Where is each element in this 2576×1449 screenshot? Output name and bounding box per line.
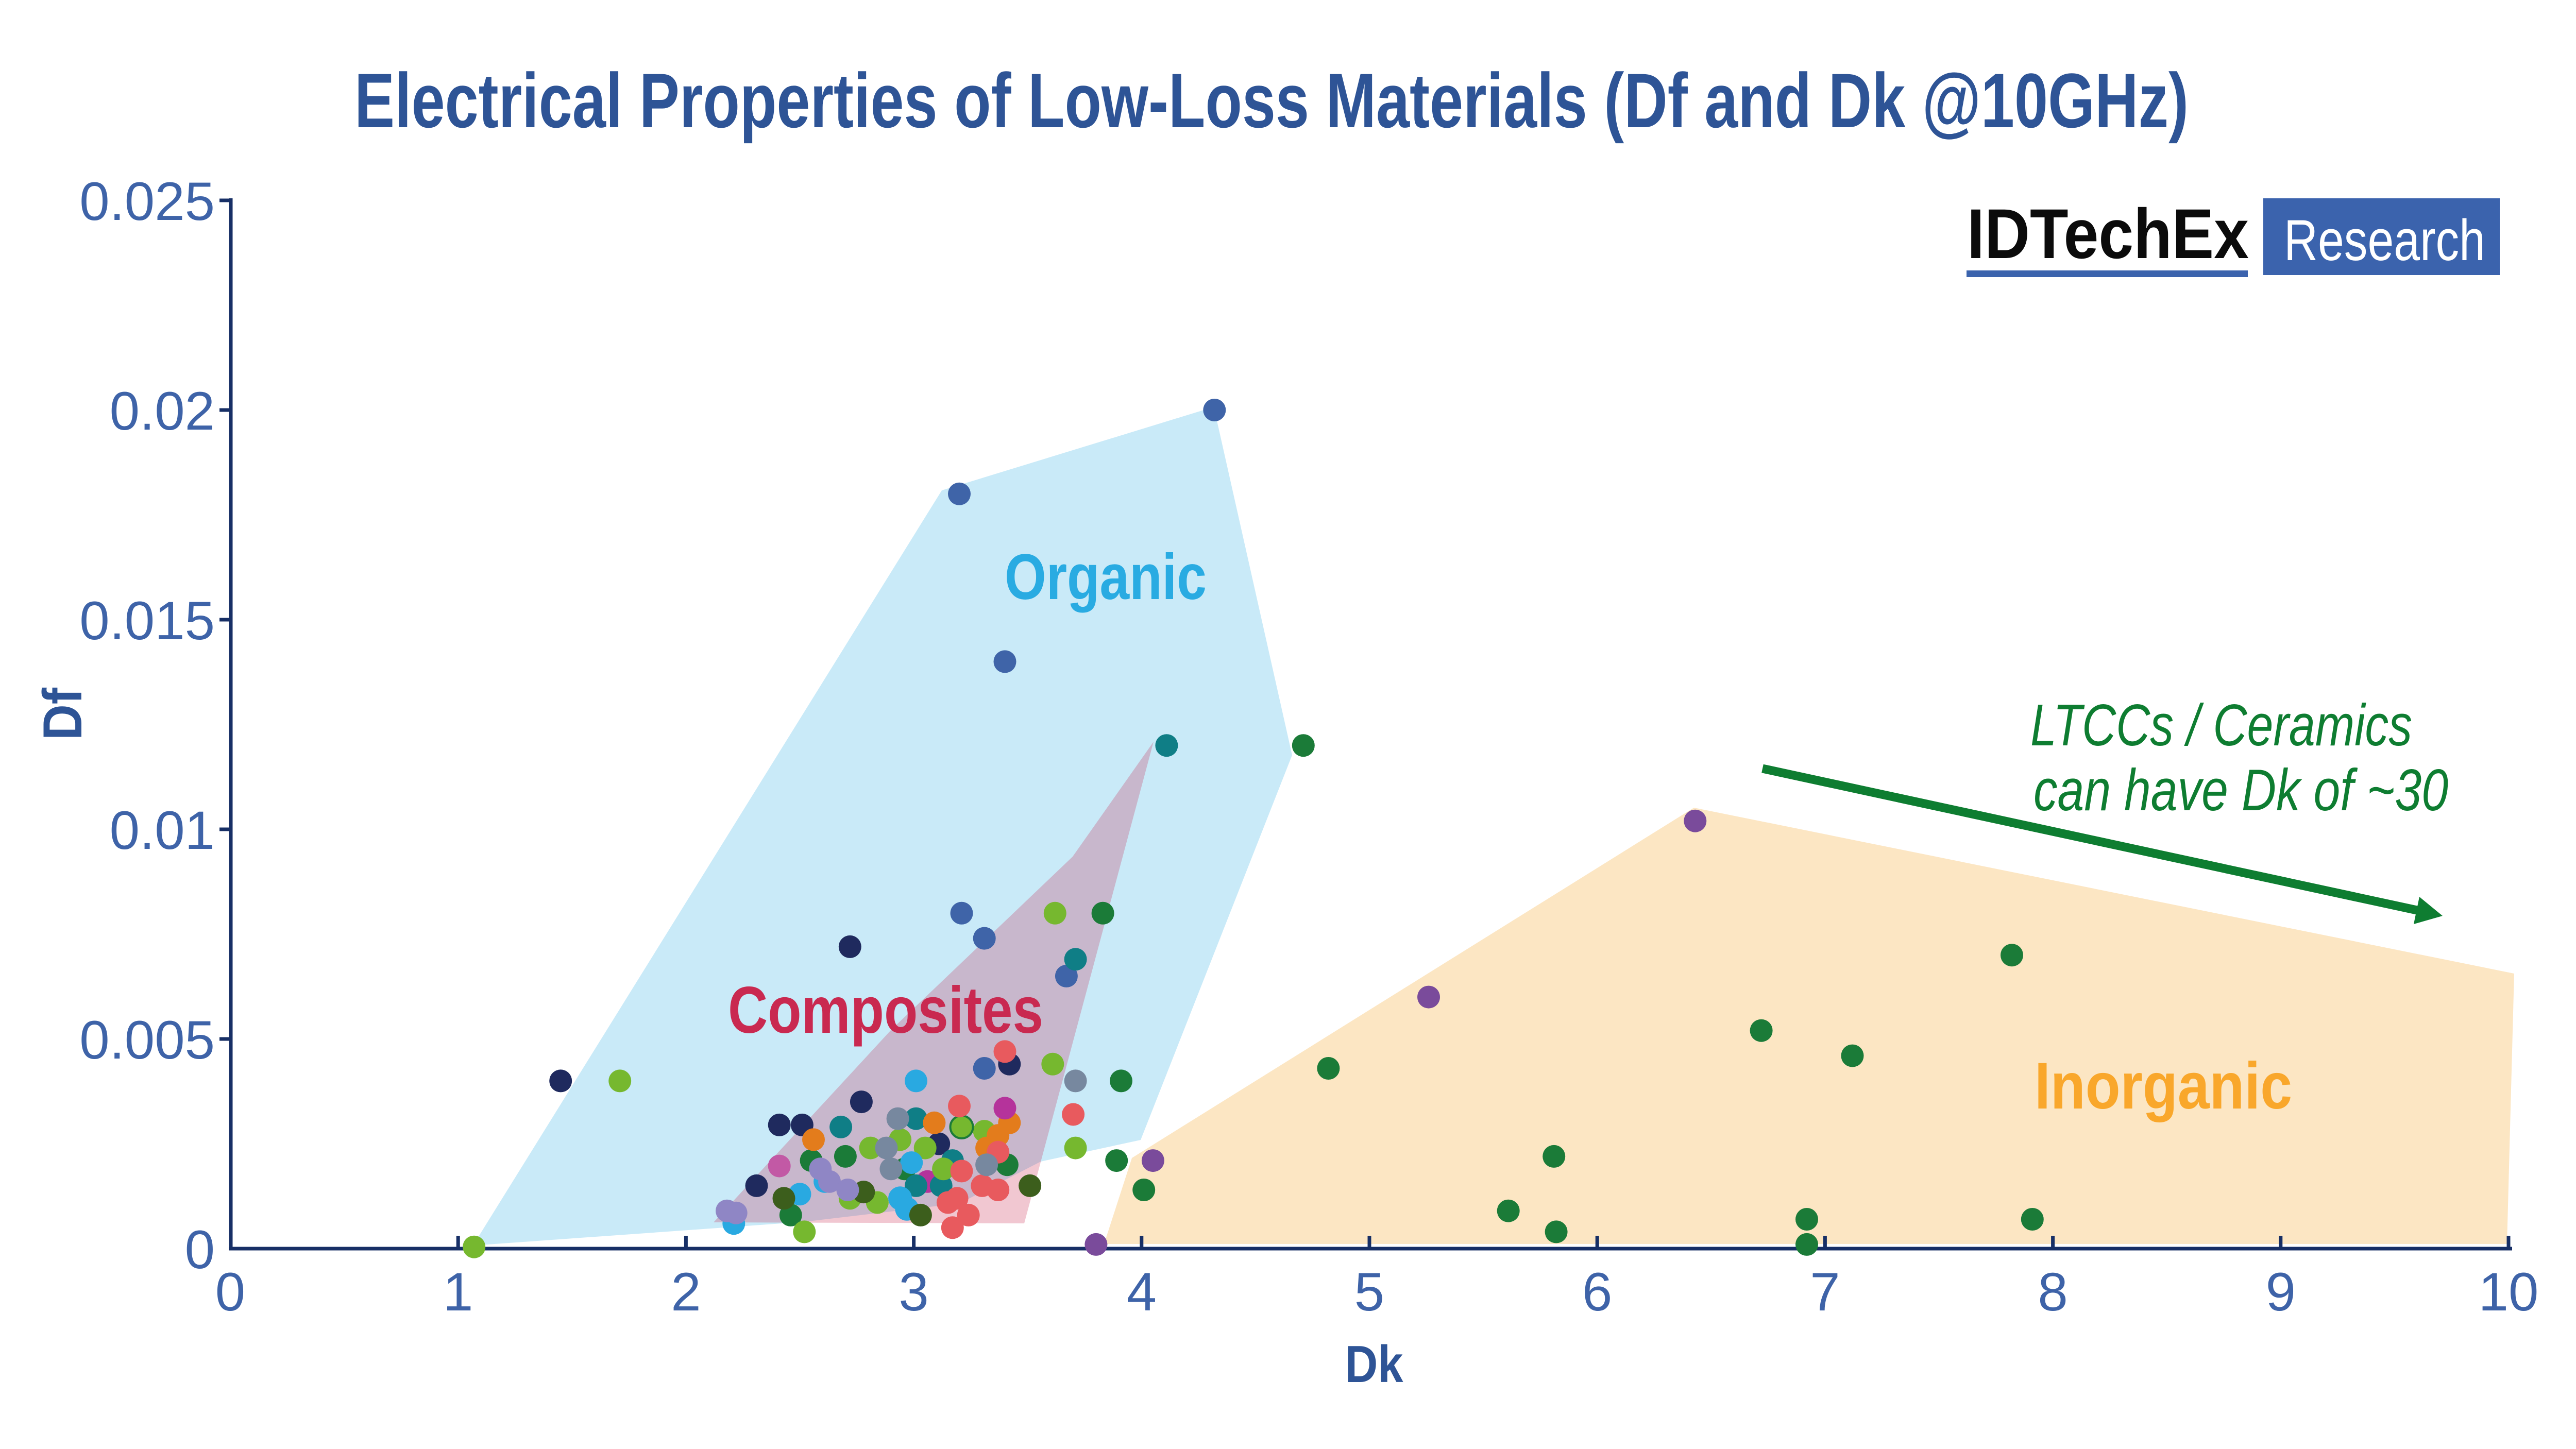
svg-text:0.015: 0.015 [79,591,215,651]
svg-text:Inorganic: Inorganic [2035,1049,2292,1123]
svg-text:IDTechEx: IDTechEx [1967,195,2249,274]
svg-text:5: 5 [1354,1262,1384,1322]
svg-text:Composites: Composites [728,974,1043,1047]
svg-text:Df: Df [31,688,93,740]
svg-text:0.02: 0.02 [110,381,215,441]
svg-text:8: 8 [2038,1262,2067,1322]
svg-text:Research: Research [2284,208,2485,272]
svg-text:0: 0 [185,1220,215,1280]
svg-text:0.01: 0.01 [110,800,215,861]
svg-text:0.025: 0.025 [79,172,215,232]
svg-text:0: 0 [215,1262,245,1322]
svg-text:6: 6 [1582,1262,1612,1322]
svg-text:2: 2 [671,1262,701,1322]
svg-text:LTCCs / Ceramics: LTCCs / Ceramics [2030,693,2412,758]
svg-text:3: 3 [899,1262,928,1322]
svg-text:Organic: Organic [1005,541,1207,613]
svg-text:0.005: 0.005 [79,1010,215,1070]
svg-text:Electrical Properties of Low-L: Electrical Properties of Low-Loss Materi… [354,57,2189,144]
svg-text:7: 7 [1810,1262,1840,1322]
svg-text:Dk: Dk [1345,1336,1404,1393]
svg-text:4: 4 [1127,1262,1157,1322]
svg-text:10: 10 [2479,1262,2539,1322]
svg-text:9: 9 [2266,1262,2296,1322]
svg-text:1: 1 [443,1262,473,1322]
svg-text:can have Dk of ~30: can have Dk of ~30 [2033,758,2448,823]
